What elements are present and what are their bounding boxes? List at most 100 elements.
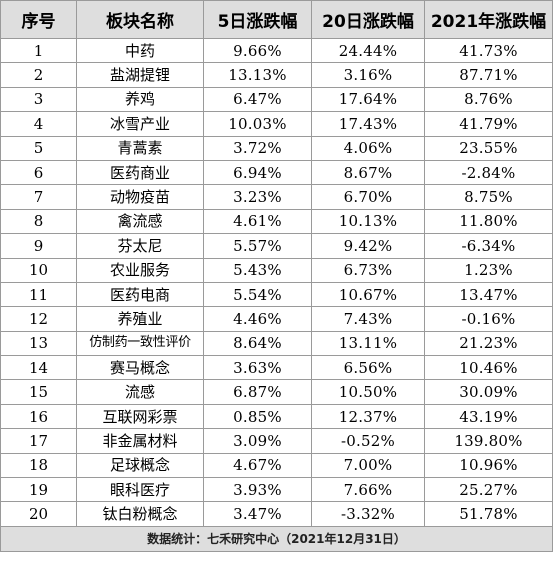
change-20day: 10.50%	[311, 379, 425, 405]
table-row: 5 青蒿素 3.72% 4.06% 23.55%	[0, 135, 553, 161]
sector-name: 盐湖提锂	[76, 62, 204, 88]
change-5day: 3.47%	[203, 501, 312, 527]
change-2021: 10.46%	[424, 355, 553, 381]
change-20day: 7.66%	[311, 477, 425, 503]
change-20day: 7.00%	[311, 452, 425, 479]
row-index: 7	[0, 184, 77, 210]
sector-name: 冰雪产业	[76, 111, 204, 137]
sector-name: 非金属材料	[76, 428, 204, 454]
change-20day: 8.67%	[311, 159, 425, 186]
change-2021: 1.23%	[424, 257, 553, 283]
change-2021: 25.27%	[424, 477, 553, 503]
row-index: 4	[0, 111, 77, 137]
header-sector-name: 板块名称	[76, 0, 204, 39]
change-5day: 6.47%	[203, 86, 312, 113]
change-2021: 41.73%	[424, 37, 553, 64]
change-2021: 8.76%	[424, 86, 553, 113]
change-5day: 6.94%	[203, 159, 312, 186]
table-row: 13 仿制药一致性评价 8.64% 13.11% 21.23%	[0, 330, 553, 357]
change-5day: 4.67%	[203, 452, 312, 479]
header-20day-change: 20日涨跌幅	[311, 0, 425, 39]
sector-name: 赛马概念	[76, 355, 204, 381]
row-index: 1	[0, 37, 77, 64]
change-2021: 10.96%	[424, 452, 553, 479]
sector-name: 动物疫苗	[76, 184, 204, 210]
row-index: 13	[0, 330, 77, 357]
row-index: 6	[0, 159, 77, 186]
change-5day: 6.87%	[203, 379, 312, 405]
change-20day: 6.56%	[311, 355, 425, 381]
sector-name: 钛白粉概念	[76, 501, 204, 527]
table-row: 8 禽流感 4.61% 10.13% 11.80%	[0, 208, 553, 235]
header-2021-change: 2021年涨跌幅	[424, 0, 553, 39]
row-index: 9	[0, 233, 77, 259]
table-row: 2 盐湖提锂 13.13% 3.16% 87.71%	[0, 62, 553, 88]
table-row: 16 互联网彩票 0.85% 12.37% 43.19%	[0, 403, 553, 430]
data-source-note: 数据统计：七禾研究中心（2021年12月31日）	[0, 525, 553, 552]
change-20day: -0.52%	[311, 428, 425, 454]
change-20day: 7.43%	[311, 306, 425, 332]
change-20day: 12.37%	[311, 403, 425, 430]
sector-name: 中药	[76, 37, 204, 64]
header-5day-change: 5日涨跌幅	[203, 0, 312, 39]
change-5day: 4.46%	[203, 306, 312, 332]
footer-row: 数据统计：七禾研究中心（2021年12月31日）	[0, 525, 553, 552]
row-index: 15	[0, 379, 77, 405]
table-row: 7 动物疫苗 3.23% 6.70% 8.75%	[0, 184, 553, 210]
change-5day: 3.09%	[203, 428, 312, 454]
row-index: 18	[0, 452, 77, 479]
change-2021: -0.16%	[424, 306, 553, 332]
table-row: 11 医药电商 5.54% 10.67% 13.47%	[0, 281, 553, 308]
row-index: 14	[0, 355, 77, 381]
change-20day: 10.13%	[311, 208, 425, 235]
table-row: 1 中药 9.66% 24.44% 41.73%	[0, 37, 553, 64]
table-row: 10 农业服务 5.43% 6.73% 1.23%	[0, 257, 553, 283]
change-20day: 17.43%	[311, 111, 425, 137]
change-5day: 13.13%	[203, 62, 312, 88]
row-index: 5	[0, 135, 77, 161]
sector-name: 农业服务	[76, 257, 204, 283]
row-index: 16	[0, 403, 77, 430]
change-5day: 0.85%	[203, 403, 312, 430]
change-2021: 8.75%	[424, 184, 553, 210]
row-index: 2	[0, 62, 77, 88]
change-5day: 3.23%	[203, 184, 312, 210]
table-row: 9 芬太尼 5.57% 9.42% -6.34%	[0, 233, 553, 259]
change-5day: 9.66%	[203, 37, 312, 64]
change-2021: 43.19%	[424, 403, 553, 430]
sector-name: 禽流感	[76, 208, 204, 235]
sector-name: 青蒿素	[76, 135, 204, 161]
sector-name: 流感	[76, 379, 204, 405]
change-5day: 10.03%	[203, 111, 312, 137]
table-row: 17 非金属材料 3.09% -0.52% 139.80%	[0, 428, 553, 454]
change-2021: 30.09%	[424, 379, 553, 405]
sector-name: 芬太尼	[76, 233, 204, 259]
table-body: 1 中药 9.66% 24.44% 41.73% 2 盐湖提锂 13.13% 3.16% 87.7…	[0, 37, 553, 527]
change-20day: 9.42%	[311, 233, 425, 259]
change-2021: 13.47%	[424, 281, 553, 308]
sector-name: 医药电商	[76, 281, 204, 308]
row-index: 17	[0, 428, 77, 454]
table-row: 18 足球概念 4.67% 7.00% 10.96%	[0, 452, 553, 479]
change-2021: 139.80%	[424, 428, 553, 454]
change-20day: 4.06%	[311, 135, 425, 161]
change-5day: 5.43%	[203, 257, 312, 283]
sector-name: 养殖业	[76, 306, 204, 332]
table-row: 12 养殖业 4.46% 7.43% -0.16%	[0, 306, 553, 332]
change-2021: 11.80%	[424, 208, 553, 235]
row-index: 10	[0, 257, 77, 283]
header-row: 序号 板块名称 5日涨跌幅 20日涨跌幅 2021年涨跌幅	[0, 0, 553, 39]
change-2021: 23.55%	[424, 135, 553, 161]
change-20day: 6.70%	[311, 184, 425, 210]
table-row: 19 眼科医疗 3.93% 7.66% 25.27%	[0, 477, 553, 503]
table-row: 15 流感 6.87% 10.50% 30.09%	[0, 379, 553, 405]
table-row: 6 医药商业 6.94% 8.67% -2.84%	[0, 159, 553, 186]
change-20day: 3.16%	[311, 62, 425, 88]
change-5day: 3.63%	[203, 355, 312, 381]
sector-name: 医药商业	[76, 159, 204, 186]
change-5day: 4.61%	[203, 208, 312, 235]
sector-name: 眼科医疗	[76, 477, 204, 503]
change-20day: 24.44%	[311, 37, 425, 64]
change-5day: 8.64%	[203, 330, 312, 357]
